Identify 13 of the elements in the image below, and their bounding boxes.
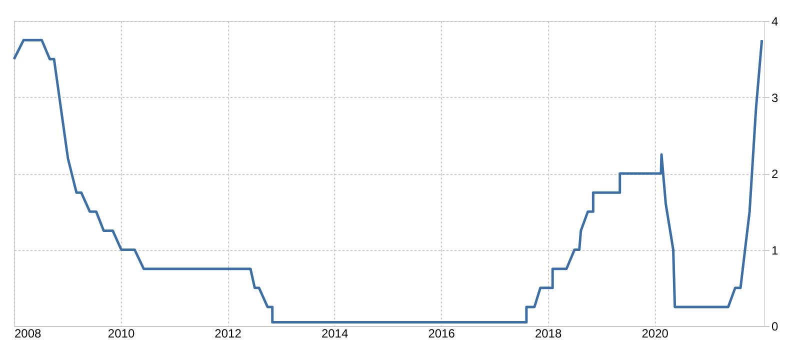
x-tick-label: 2010: [108, 326, 135, 340]
line-series: [12, 38, 764, 324]
x-tick-label: 2012: [214, 326, 242, 340]
x-tick-label: 2014: [321, 326, 348, 340]
x-tick-label: 2008: [14, 326, 42, 340]
x-tick-label: 2016: [428, 326, 456, 340]
y-tick-label: 1: [772, 243, 778, 258]
x-tick-label: 2018: [534, 326, 562, 340]
y-tick-label: 0: [772, 320, 778, 334]
y-tick-label: 2: [772, 167, 778, 181]
y-tick-label: 3: [772, 90, 778, 105]
y-tick-label: 4: [772, 14, 778, 28]
x-tick-label: 2020: [642, 326, 669, 340]
